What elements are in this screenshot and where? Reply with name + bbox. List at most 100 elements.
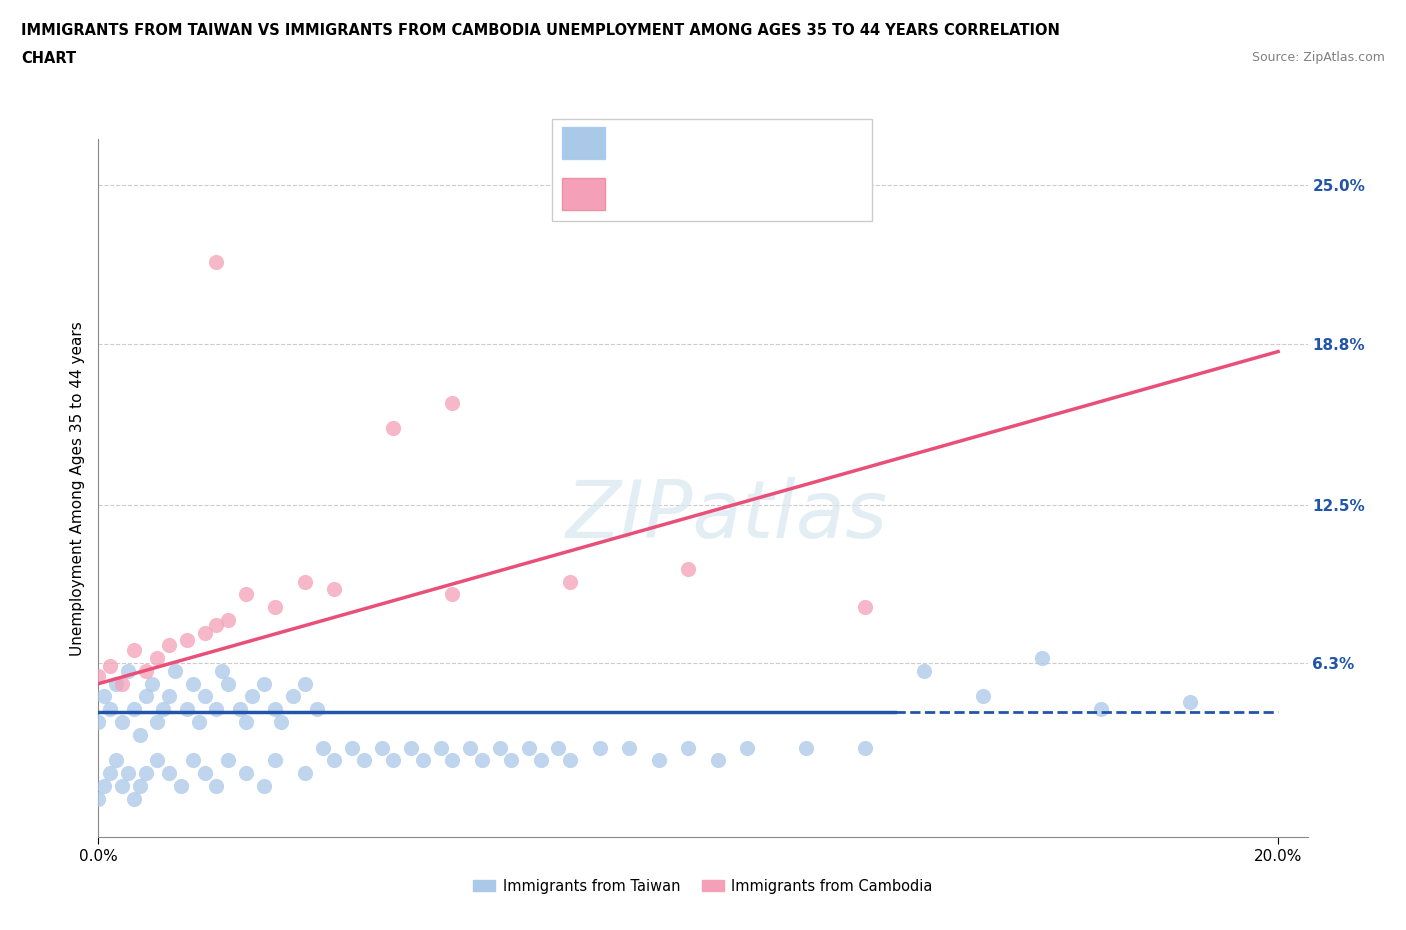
Point <box>111 714 134 729</box>
Point <box>187 714 209 729</box>
Point <box>93 778 115 793</box>
Point <box>305 702 328 717</box>
Point <box>853 740 876 755</box>
Legend: Immigrants from Taiwan, Immigrants from Cambodia: Immigrants from Taiwan, Immigrants from … <box>468 872 938 899</box>
Point <box>93 689 115 704</box>
Point <box>589 740 612 755</box>
Point <box>412 753 434 768</box>
Point <box>87 669 110 684</box>
Point <box>122 643 145 658</box>
Point <box>194 689 217 704</box>
Point <box>264 600 287 615</box>
Point <box>619 740 641 755</box>
Point <box>176 702 198 717</box>
Point <box>146 714 169 729</box>
Point <box>853 600 876 615</box>
Text: IMMIGRANTS FROM TAIWAN VS IMMIGRANTS FROM CAMBODIA UNEMPLOYMENT AMONG AGES 35 TO: IMMIGRANTS FROM TAIWAN VS IMMIGRANTS FRO… <box>21 23 1060 38</box>
Point <box>264 702 287 717</box>
Point <box>157 765 180 780</box>
FancyBboxPatch shape <box>551 119 872 221</box>
Point <box>128 727 150 742</box>
Point <box>87 791 110 806</box>
Point <box>1090 702 1112 717</box>
Point <box>98 658 121 673</box>
Point <box>294 676 316 691</box>
Point <box>194 765 217 780</box>
Point <box>98 765 121 780</box>
Point <box>912 663 935 678</box>
Text: Source: ZipAtlas.com: Source: ZipAtlas.com <box>1251 51 1385 64</box>
Point <box>87 714 110 729</box>
Point <box>117 765 139 780</box>
Point <box>648 753 671 768</box>
Point <box>458 740 481 755</box>
Point <box>264 753 287 768</box>
Point <box>471 753 494 768</box>
Point <box>294 765 316 780</box>
Point <box>311 740 333 755</box>
Point <box>323 582 346 597</box>
Point <box>501 753 523 768</box>
Point <box>560 753 582 768</box>
Point <box>111 778 134 793</box>
Point <box>122 702 145 717</box>
Point <box>135 765 157 780</box>
Point <box>488 740 510 755</box>
Point <box>105 753 128 768</box>
Point <box>152 702 174 717</box>
Point <box>794 740 817 755</box>
Point <box>735 740 758 755</box>
Point <box>370 740 392 755</box>
Text: CHART: CHART <box>21 51 76 66</box>
Point <box>229 702 252 717</box>
Point <box>211 663 233 678</box>
Point <box>530 753 553 768</box>
Point <box>181 753 204 768</box>
Point <box>205 778 228 793</box>
Point <box>517 740 540 755</box>
Point <box>1031 651 1053 666</box>
Point <box>281 689 304 704</box>
Point <box>382 420 405 435</box>
Point <box>429 740 451 755</box>
Text: R = 0.371   N = 20: R = 0.371 N = 20 <box>621 186 792 204</box>
Point <box>146 651 169 666</box>
Point <box>399 740 422 755</box>
Point <box>235 765 257 780</box>
Point <box>205 702 228 717</box>
Text: R = 0.028   N = 81: R = 0.028 N = 81 <box>621 135 792 153</box>
Point <box>157 689 180 704</box>
Point <box>235 587 257 602</box>
Point <box>340 740 363 755</box>
Point <box>105 676 128 691</box>
Point <box>441 395 464 410</box>
Point <box>270 714 292 729</box>
Point <box>205 255 228 270</box>
Point <box>141 676 163 691</box>
Point <box>240 689 263 704</box>
Point <box>441 753 464 768</box>
Point <box>98 702 121 717</box>
Point <box>181 676 204 691</box>
Point <box>560 574 582 589</box>
Point <box>135 663 157 678</box>
Point <box>441 587 464 602</box>
Point <box>323 753 346 768</box>
Point <box>194 625 217 640</box>
Point <box>972 689 994 704</box>
Point <box>117 663 139 678</box>
Point <box>252 676 274 691</box>
Point <box>146 753 169 768</box>
Point <box>157 638 180 653</box>
Point <box>252 778 274 793</box>
Point <box>294 574 316 589</box>
Point <box>111 676 134 691</box>
Point <box>217 753 239 768</box>
Point <box>678 740 700 755</box>
Point <box>217 612 239 627</box>
Point <box>353 753 375 768</box>
Point <box>678 562 700 577</box>
Point <box>382 753 405 768</box>
Point <box>135 689 157 704</box>
Point <box>170 778 193 793</box>
